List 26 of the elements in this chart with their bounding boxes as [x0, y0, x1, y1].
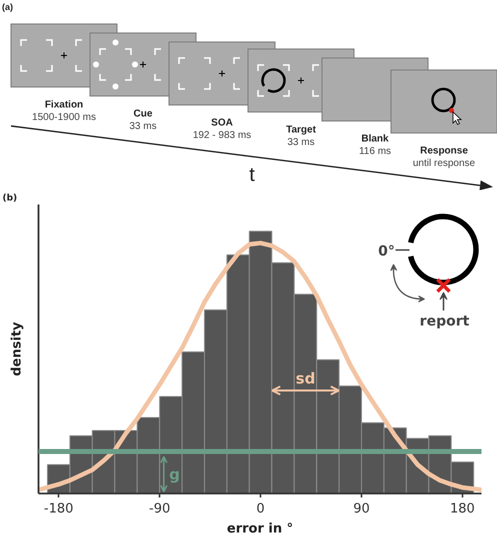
text: Cue: [134, 108, 153, 120]
annotation: sd: [296, 370, 316, 388]
text: Target: [286, 124, 317, 136]
text: t: [249, 164, 256, 186]
y-axis-title: density: [10, 321, 24, 376]
annotation: report: [420, 314, 470, 330]
text: 192 - 983 ms: [192, 130, 252, 141]
text: SOA: [211, 118, 233, 128]
text: 116 ms: [358, 146, 392, 157]
text: Fixation: [44, 100, 84, 110]
text: 1500-1900 ms: [32, 112, 96, 123]
x-tick-label: 180: [450, 502, 475, 516]
x-axis-title: error in °: [226, 522, 294, 536]
text: 33 ms: [287, 137, 315, 148]
annotation: 0°: [378, 244, 395, 260]
x-tick-label: -180: [44, 502, 74, 516]
text: until response: [412, 158, 476, 169]
x-tick-label: 0: [256, 502, 265, 516]
text: Blank: [361, 134, 390, 144]
text: (a): [2, 2, 13, 12]
text: 33 ms: [129, 121, 157, 132]
chart-title: (b): [2, 194, 18, 204]
x-tick-label: -90: [149, 502, 170, 516]
annotation: g: [169, 466, 180, 484]
x-tick-label: 90: [353, 502, 370, 516]
text: Response: [420, 146, 468, 156]
